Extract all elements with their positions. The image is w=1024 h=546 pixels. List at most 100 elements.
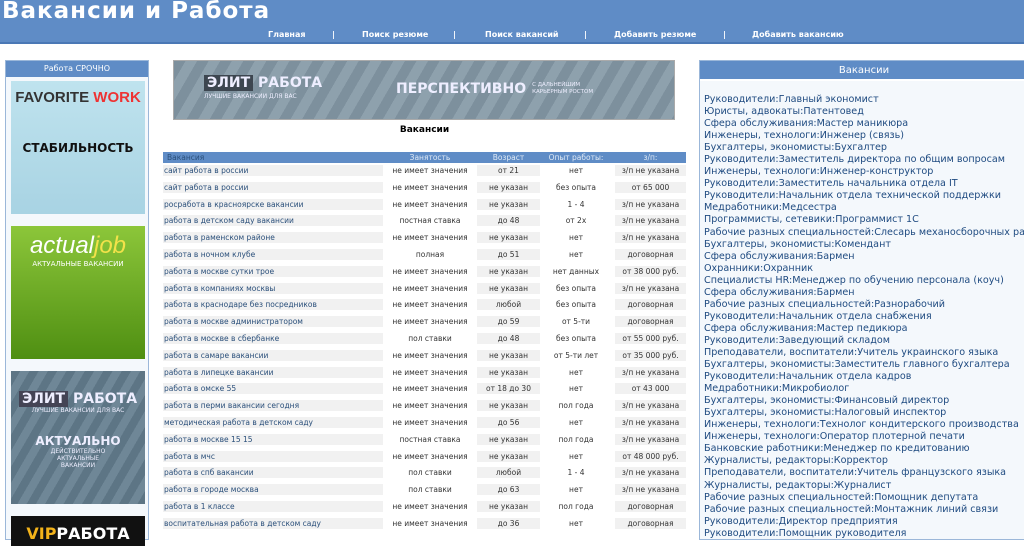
salary-cell: от 55 000 руб.	[615, 332, 686, 344]
experience-cell: пол года	[558, 401, 594, 411]
banner-text: АКТУАЛЬНО	[35, 434, 121, 448]
experience-cell: от 5-ти лет	[553, 350, 599, 360]
age-cell: любой	[477, 467, 540, 479]
experience-cell: 1 - 4	[567, 468, 585, 478]
vacancy-link[interactable]: работа в москве администратором	[163, 316, 383, 328]
vacancy-list-item[interactable]: Преподаватели, воспитатели:Учитель украи…	[704, 346, 999, 358]
vacancy-list-item[interactable]: Программисты, сетевики:Программист 1С	[704, 214, 919, 226]
age-cell: до 48	[477, 215, 540, 227]
vacancy-list-item[interactable]: Бухгалтеры, экономисты:Финансовый директ…	[704, 395, 950, 407]
vacancy-list-item[interactable]: Сфера обслуживания:Мастер маникюра	[704, 118, 909, 130]
vacancy-list-item[interactable]: Руководители:Заместитель директора по об…	[704, 154, 1006, 166]
vacancy-list-item[interactable]: Руководители:Начальник отдела снабжения	[704, 310, 932, 322]
banner-elit-rabota[interactable]: ЭЛИТ РАБОТА ЛУЧШИЕ ВАКАНСИИ ДЛЯ ВАС АКТУ…	[11, 371, 145, 504]
experience-cell: нет	[569, 367, 583, 377]
vacancy-link[interactable]: работа в компаниях москвы	[163, 282, 383, 294]
vacancy-list-item[interactable]: Бухгалтеры, экономисты:Заместитель главн…	[704, 359, 1010, 371]
table-row: работа в москве администратором не имеет …	[163, 314, 686, 331]
vacancy-list-item[interactable]: Инженеры, технологи:Инженер (связь)	[704, 130, 905, 142]
vacancy-list-item[interactable]: Руководители:Заместитель начальника отде…	[704, 178, 958, 190]
salary-cell: з/п не указана	[615, 467, 686, 479]
vacancy-list-item[interactable]: Специалисты HR:Менеджер по обучению перс…	[704, 274, 1004, 286]
nav-add-resume[interactable]: Добавить резюме	[614, 30, 697, 39]
vacancy-link[interactable]: работа в мчс	[163, 450, 383, 462]
vacancy-list-item[interactable]: Рабочие разных специальностей:Помощник д…	[704, 491, 979, 503]
banner-favorite-work[interactable]: FAVORITE WORK СТАБИЛЬНОСТЬ	[11, 81, 145, 214]
age-cell: до 51	[477, 248, 540, 260]
vacancy-list-item[interactable]: Рабочие разных специальностей:Разнорабоч…	[704, 298, 946, 310]
vacancy-list-item[interactable]: Журналисты, редакторы:Журналист	[704, 479, 892, 491]
vacancy-list-item[interactable]: Сфера обслуживания:Бармен	[704, 250, 855, 262]
vacancy-link[interactable]: работа в москве 15 15	[163, 433, 383, 445]
vacancy-link[interactable]: росработа в красноярске вакансии	[163, 198, 383, 210]
vacancy-link[interactable]: работа в москве в сбербанке	[163, 332, 383, 344]
experience-cell: нет	[569, 451, 583, 461]
experience-cell: от 2х	[565, 216, 587, 226]
vacancy-list-item[interactable]: Руководители:Начальник отдела кадров	[704, 371, 912, 383]
vacancy-list-item[interactable]: Инженеры, технологи:Технолог кондитерско…	[704, 419, 1019, 431]
vacancy-link[interactable]: сайт работа в россии	[163, 181, 383, 193]
nav-add-vacancy[interactable]: Добавить вакансию	[752, 30, 844, 39]
vacancy-list-item[interactable]: Журналисты, редакторы:Корректор	[704, 455, 888, 467]
vacancy-link[interactable]: работа в москве сутки трое	[163, 265, 383, 277]
table-row: работа в компаниях москвы не имеет значен…	[163, 281, 686, 298]
banner-actual-job[interactable]: actualjob АКТУАЛЬНЫЕ ВАКАНСИИ	[11, 226, 145, 359]
vacancy-link[interactable]: работа в липецке вакансии	[163, 366, 383, 378]
vacancy-list-item[interactable]: Руководители:Начальник отдела техническо…	[704, 190, 1001, 202]
vacancy-link[interactable]: методическая работа в детском саду	[163, 416, 383, 428]
table-row: работа в перми вакансии сегодня не имеет …	[163, 398, 686, 415]
employment-cell: не имеет значения	[392, 367, 468, 377]
nav-vacancy-search[interactable]: Поиск вакансий	[485, 30, 559, 39]
banner-headline: ПЕРСПЕКТИВНО	[396, 81, 527, 97]
age-cell: от 18 до 30	[477, 383, 540, 395]
vacancy-link[interactable]: сайт работа в россии	[163, 165, 383, 176]
vacancy-list-item[interactable]: Банковские работники:Менеджер по кредито…	[704, 443, 970, 455]
vacancy-list-item[interactable]: Руководители:Заведующий складом	[704, 334, 890, 346]
vacancy-list-item[interactable]: Рабочие разных специальностей:Монтажник …	[704, 503, 999, 515]
vacancy-list-item[interactable]: Инженеры, технологи:Оператор плотерной п…	[704, 431, 965, 443]
nav-home[interactable]: Главная	[268, 30, 306, 39]
vacancy-link[interactable]: работа в омске 55	[163, 383, 383, 395]
vacancy-link[interactable]: работа в перми вакансии сегодня	[163, 400, 383, 412]
site-title[interactable]: Вакансии и Работа	[2, 0, 271, 24]
vacancy-link[interactable]: работа в спб вакансии	[163, 467, 383, 479]
employment-cell: пол ставки	[408, 485, 452, 495]
banner-subtext: ЛУЧШИЕ ВАКАНСИИ ДЛЯ ВАС	[31, 407, 125, 414]
top-banner[interactable]: ЭЛИТ РАБОТА ЛУЧШИЕ ВАКАНСИИ ДЛЯ ВАС ПЕРС…	[173, 60, 675, 120]
main-nav: Главная | Поиск резюме | Поиск вакансий …	[0, 30, 1024, 42]
vacancy-list-item[interactable]: Бухгалтеры, экономисты:Налоговый инспект…	[704, 407, 947, 419]
vacancy-link[interactable]: работа в детском саду вакансии	[163, 215, 383, 227]
banner-logo-group: ЭЛИТ РАБОТА ЛУЧШИЕ ВАКАНСИИ ДЛЯ ВАС	[204, 75, 322, 101]
vacancy-list-item[interactable]: Инженеры, технологи:Инженер-конструктор	[704, 166, 934, 178]
vacancy-link[interactable]: работа в ночном клубе	[163, 248, 383, 260]
vacancy-list-item[interactable]: Охранники:Охранник	[704, 262, 814, 274]
vacancy-link[interactable]: работа в самаре вакансии	[163, 349, 383, 361]
salary-cell: договорная	[615, 500, 686, 512]
experience-cell: 1 - 4	[567, 199, 585, 209]
vacancy-list-item[interactable]: Медработники:Микробиолог	[704, 383, 850, 395]
left-sidebar: Работа СРОЧНО FAVORITE WORK СТАБИЛЬНОСТЬ…	[5, 60, 149, 546]
vacancy-link[interactable]: воспитательная работа в детском саду	[163, 517, 383, 529]
age-cell: не указан	[477, 232, 540, 244]
table-row: сайт работа в россии не имеет значения от …	[163, 163, 686, 180]
vacancy-list-item[interactable]: Медработники:Медсестра	[704, 202, 837, 214]
age-cell: до 48	[477, 332, 540, 344]
vacancy-list-item[interactable]: Преподаватели, воспитатели:Учитель франц…	[704, 467, 1007, 479]
vacancy-link[interactable]: работа в краснодаре без посредников	[163, 299, 383, 311]
vacancy-list-item[interactable]: Руководители:Главный экономист	[704, 94, 879, 105]
vacancy-list-item[interactable]: Руководители:Директор предприятия	[704, 515, 898, 527]
salary-cell: з/п не указана	[615, 165, 686, 176]
vacancy-link[interactable]: работа в городе москва	[163, 484, 383, 496]
vacancy-list-item[interactable]: Юристы, адвокаты:Патентовед	[704, 106, 864, 118]
banner-vip-rabota[interactable]: VIPРАБОТА	[11, 516, 145, 546]
vacancy-list-item[interactable]: Руководители:Помощник руководителя	[704, 527, 907, 539]
vacancy-link[interactable]: работа в 1 классе	[163, 500, 383, 512]
vacancy-link[interactable]: работа в раменском районе	[163, 232, 383, 244]
vacancy-list-item[interactable]: Сфера обслуживания:Бармен	[704, 286, 855, 298]
vacancy-list-item[interactable]: Бухгалтеры, экономисты:Бухгалтер	[704, 142, 888, 154]
table-row: работа в краснодаре без посредников не им…	[163, 297, 686, 314]
nav-resume-search[interactable]: Поиск резюме	[362, 30, 429, 39]
vacancy-list-item[interactable]: Сфера обслуживания:Мастер педикюра	[704, 322, 908, 334]
vacancy-list-item[interactable]: Рабочие разных специальностей:Слесарь ме…	[704, 226, 1024, 238]
vacancy-list-item[interactable]: Бухгалтеры, экономисты:Комендант	[704, 238, 891, 250]
